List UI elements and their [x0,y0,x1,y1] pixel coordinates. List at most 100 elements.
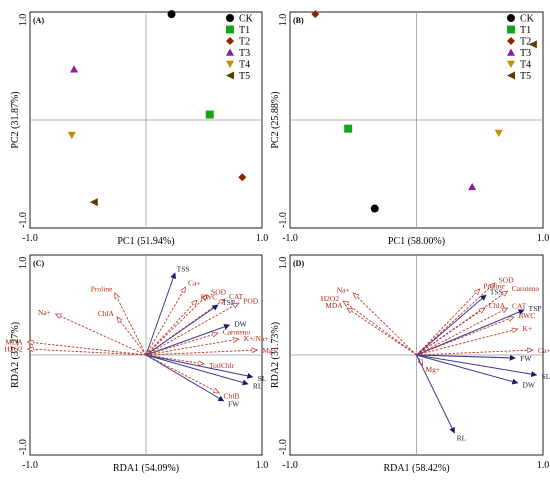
vector-label: TotlChlr [209,361,235,370]
x-tick-label: -1.0 [282,460,298,471]
x-tick-label: 1.0 [256,460,269,471]
legend-marker-t2 [507,37,515,45]
y-tick-label: 1.0 [278,14,289,27]
vector-label: SOD [211,288,227,297]
legend-marker-t1 [226,25,234,34]
vector-label: Proline [483,281,505,290]
vector-label: SL [258,374,267,383]
data-point-t1 [205,110,214,119]
panel-a: (A) -1.0 1.0 1.0 -1.0 PC1 (51.94%) PC2 (31.87%… [10,10,268,247]
legend-marker-t3 [226,48,234,56]
vector-arrow-mda [28,342,147,356]
legend-label: T5 [239,71,250,82]
panel-label: (D) [293,259,304,268]
panel-label: (A) [33,16,44,25]
vector-label: TSS [177,264,190,273]
vector-arrow-h2o2 [28,349,147,356]
x-tick-label: -1.0 [22,233,38,244]
legend-marker-t1 [507,25,515,34]
legend-label: T4 [520,60,531,71]
vector-arrow-sl [145,354,254,379]
vector-label: SL [542,372,550,381]
y-axis-label: RDA2 (31.73%) [270,322,281,388]
vector-label: H2O2 [321,294,340,303]
vector-label: ChlB [224,391,240,400]
vector-label: TSP [529,304,542,313]
vector-arrow-na- [56,313,147,356]
vector-arrow-na- [353,293,417,356]
vector-label: SOD [499,276,515,285]
legend-label: T2 [239,37,250,48]
data-point-t4 [67,131,76,140]
vector-arrow-ca- [416,350,533,356]
vector-arrow-tsp [145,304,219,356]
x-tick-label: 1.0 [256,233,269,244]
vector-arrow-mda [347,308,417,356]
x-axis-label: PC1 (58.00%) [388,236,445,247]
legend-marker-t4 [507,60,515,68]
x-tick-label: 1.0 [537,233,550,244]
vector-arrow-rl [145,354,249,386]
vector-arrow-cat [416,308,508,356]
legend-label: CK [520,14,535,25]
vector-arrow-rl [416,354,455,434]
legend-label: T1 [239,25,250,36]
vector-arrow-tss [145,272,177,356]
data-point-t2 [311,10,320,19]
y-axis-label: PC2 (31.87%) [10,91,21,148]
y-tick-label: 1.0 [18,257,29,270]
y-tick-label: -1.0 [278,439,289,455]
vector-arrow-fw [416,354,516,361]
y-axis-label: RDA2 (37.27%) [10,322,21,388]
vector-label: Na+ [38,308,51,317]
vector-arrow-h2o2 [343,301,417,356]
data-point-t3 [70,65,79,73]
vector-label: Caroteno [223,328,251,337]
vector-label: MDA [325,301,343,310]
vector-arrow-proline [416,289,480,356]
data-point-ck [167,10,176,19]
y-tick-label: -1.0 [278,212,289,228]
legend-label: T3 [520,48,531,59]
vector-label: Ca+ [188,279,201,288]
legend-marker-ck [507,14,515,22]
vector-arrow-chlb [145,354,219,393]
legend-label: T5 [520,71,531,82]
vector-label: Caroteno [512,284,540,293]
vector-arrow-caroteno [416,291,508,356]
vector-label: RL [253,381,263,390]
vector-label: RWC [200,292,217,301]
vector-arrow-chla [117,317,147,356]
panel-label: (B) [293,16,304,25]
vector-label: Mg+ [425,365,440,374]
data-point-t1 [344,124,353,133]
x-tick-label: -1.0 [282,233,298,244]
x-axis-label: RDA1 (54.09%) [113,463,179,474]
vector-arrow-caroteno [145,333,218,356]
vector-arrow-rwc [145,300,197,356]
data-point-t5 [528,40,537,49]
vector-arrow-mg- [145,350,257,356]
vector-arrow-chla [416,308,485,356]
vector-arrow-proline [115,293,147,356]
legend-marker-t5 [507,71,515,80]
vector-label: CAT [229,292,244,301]
vector-arrow-pod [145,303,239,356]
panel-d: (D) -1.0 1.0 1.0 -1.0 RDA1 (58.42%) RDA2 (31.7… [270,254,550,474]
vector-label: DW [523,380,536,389]
vector-arrow-k- [416,329,518,356]
panel-label: (C) [33,259,44,268]
panel-c: (C) -1.0 1.0 1.0 -1.0 RDA1 (54.09%) RDA2 (37.2… [4,254,277,474]
vector-arrow-sod [145,295,207,356]
vector-label: ChlA [489,301,506,310]
legend-label: T2 [520,37,531,48]
panel-b: (B) -1.0 1.0 1.0 -1.0 PC1 (58.00%) PC2 (25.88%… [270,10,549,247]
vector-label: DW [234,319,247,328]
vector-arrow-rwc [416,317,514,356]
x-axis-label: RDA1 (58.42%) [383,463,449,474]
y-tick-label: 1.0 [278,257,289,270]
vector-label: ChlA [98,309,115,318]
data-point-t5 [89,198,98,207]
